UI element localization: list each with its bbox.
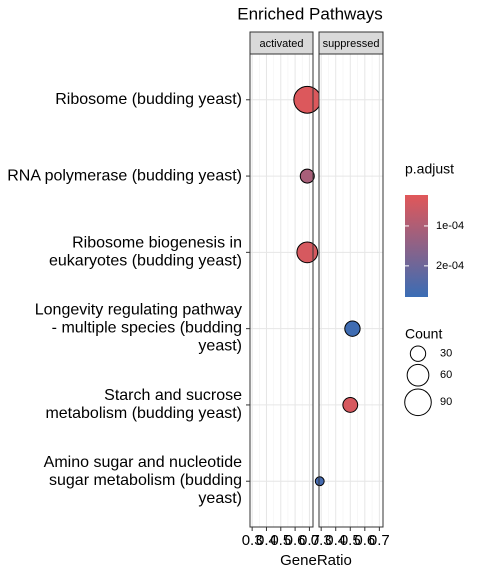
y-tick-label: Starch and sucrose metabolism (budding ye… [45,387,242,422]
dot [293,85,322,114]
y-tick-label: Ribosome biogenesis in eukaryotes (buddin… [49,235,242,270]
x-tick-label: 0.3 [242,532,263,549]
y-tick-label: Amino sugar and nucleotide sugar metaboli… [44,454,242,507]
size-legend-title: Count [405,326,442,342]
dot [314,476,325,487]
dot [296,241,319,264]
size-key [409,345,427,362]
y-tick-label: Ribosome (budding yeast) [55,91,242,108]
y-tick-label: RNA polymerase (budding yeast) [7,167,242,184]
size-label: 90 [440,396,452,408]
size-label: 60 [440,369,452,381]
facet-label: activated [259,38,303,50]
colorbar-label: 2e-04 [436,260,464,272]
facet-label: suppressed [323,38,380,50]
panel-border [318,53,384,528]
x-tick-label: 0.4 [325,532,346,549]
colorbar [405,195,428,297]
x-axis-title: GeneRatio [280,552,352,569]
x-tick-label: 0.6 [285,532,306,549]
x-tick-label: 0.4 [256,532,277,549]
x-tick-label: 0.7 [299,532,320,549]
dot [299,168,315,184]
size-key [404,388,432,417]
panel-border [249,53,314,528]
x-tick-label: 0.5 [270,532,291,549]
size-label: 30 [440,348,452,360]
colorbar-label: 1e-04 [436,220,464,232]
x-tick-label: 0.5 [340,532,361,549]
x-tick-label: 0.3 [311,532,332,549]
color-legend-title: p.adjust [405,161,454,177]
dot [344,320,361,337]
x-tick-label: 0.6 [354,532,375,549]
size-key [406,363,430,387]
chart-title: Enriched Pathways [237,4,383,23]
y-tick-label: Longevity regulating pathway - multiple s… [35,302,242,355]
x-tick-label: 0.7 [369,532,390,549]
dot [342,397,359,413]
